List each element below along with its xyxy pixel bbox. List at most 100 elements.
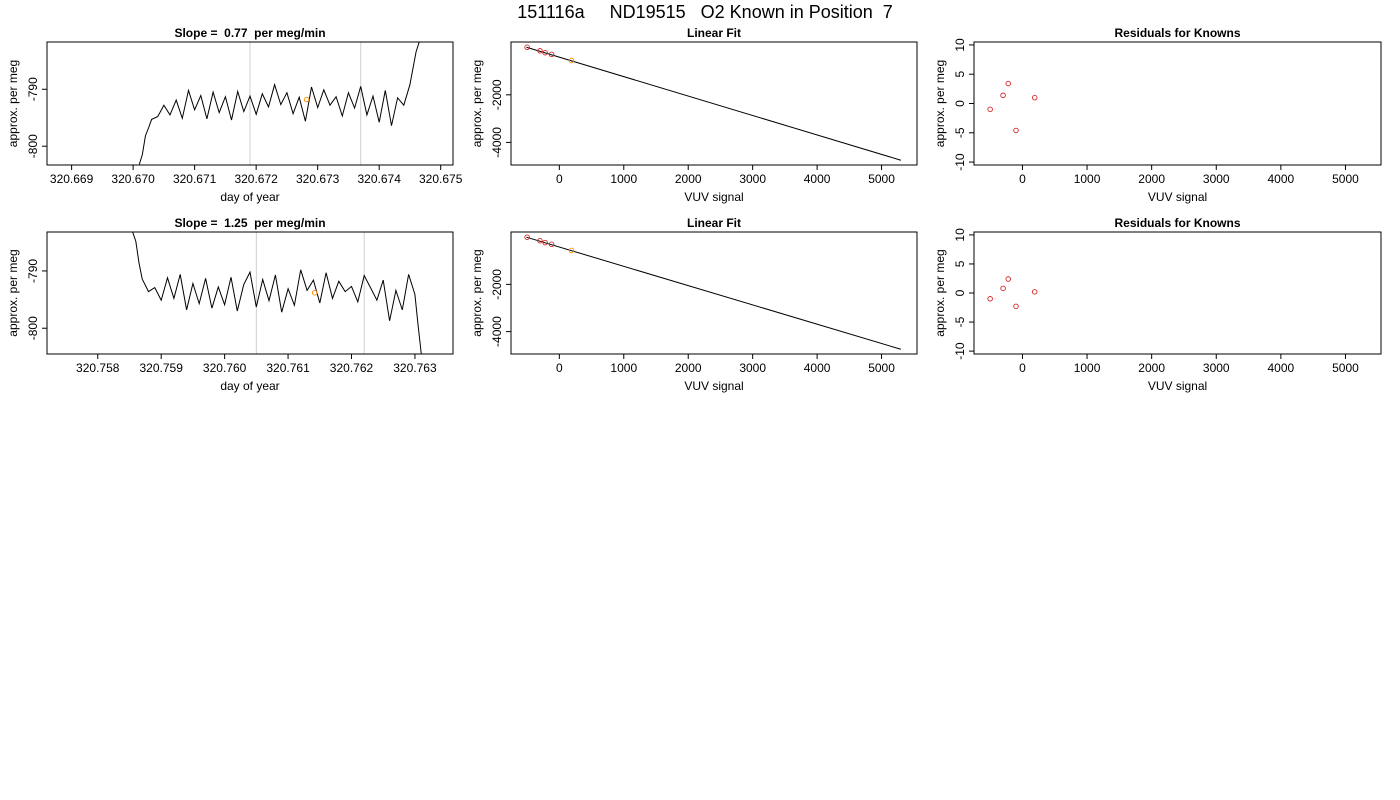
fit-line [526, 46, 902, 161]
x-tick-label: 5000 [868, 172, 895, 186]
x-tick-label: 320.762 [330, 361, 374, 375]
current-point [568, 247, 575, 254]
y-tick-label: 0 [953, 100, 967, 107]
x-tick-label: 1000 [610, 172, 637, 186]
known-point [548, 51, 555, 58]
y-tick-label: 0 [953, 289, 967, 296]
x-tick-label: 0 [556, 172, 563, 186]
x-tick-label: 3000 [739, 361, 766, 375]
y-tick-label: 5 [953, 71, 967, 78]
plot-area [138, 42, 420, 165]
x-tick-label: 320.671 [173, 172, 217, 186]
plot-area [987, 276, 1038, 310]
plot-area [524, 44, 902, 161]
x-axis-label: VUV signal [1148, 379, 1207, 393]
current-point [303, 96, 310, 103]
x-tick-label: 5000 [868, 361, 895, 375]
panel-title: Residuals for Knowns [1114, 216, 1240, 230]
known-point [524, 44, 530, 51]
x-tick-label: 320.672 [234, 172, 278, 186]
chart-panel-1: Slope = 0.77 per meg/min 320.669 320.670 32… [6, 26, 463, 204]
y-tick-label: -800 [26, 134, 40, 158]
y-tick-label: -800 [26, 316, 40, 340]
x-tick-label: 1000 [1074, 361, 1101, 375]
y-tick-label: -5 [953, 316, 967, 327]
x-tick-label: 320.674 [357, 172, 401, 186]
x-tick-label: 5000 [1332, 361, 1359, 375]
x-tick-label: 3000 [739, 172, 766, 186]
figure-title: 151116a ND19515 O2 Known in Position 7 [517, 2, 893, 22]
x-tick-label: 320.758 [76, 361, 120, 375]
panels: Slope = 0.77 per meg/min 320.669 320.670 32… [6, 26, 1382, 393]
x-tick-label: 4000 [804, 172, 831, 186]
x-tick-label: 0 [556, 361, 563, 375]
x-tick-label: 2000 [1138, 172, 1165, 186]
known-point [537, 237, 543, 244]
chart-panel-2: Linear Fit 0 1000 2000 3000 4000 5000 -4000 -200… [470, 26, 918, 204]
known-point [542, 239, 548, 246]
panel-title: Residuals for Knowns [1114, 26, 1240, 40]
panel-title: Linear Fit [687, 216, 741, 230]
x-tick-label: 4000 [1268, 361, 1295, 375]
y-tick-label: 5 [953, 260, 967, 267]
y-axis-label: approx. per meg [470, 60, 484, 147]
x-tick-label: 3000 [1203, 361, 1230, 375]
y-axis-label: approx. per meg [6, 249, 20, 336]
x-axis-label: VUV signal [684, 190, 743, 204]
panel-title: Slope = 1.25 per meg/min [174, 216, 325, 230]
x-tick-label: 320.760 [203, 361, 247, 375]
y-axis-label: approx. per meg [6, 60, 20, 147]
known-point [1000, 285, 1006, 292]
y-tick-label: -2000 [490, 269, 504, 300]
y-tick-label: 10 [953, 38, 967, 52]
x-tick-label: 2000 [675, 361, 702, 375]
known-point [542, 49, 548, 56]
x-tick-label: 4000 [1268, 172, 1295, 186]
y-axis-label: approx. per meg [933, 249, 947, 336]
known-point [1005, 276, 1011, 282]
y-tick-label: -790 [26, 77, 40, 101]
current-point [311, 289, 318, 296]
known-point [1005, 80, 1011, 87]
known-point [1031, 94, 1038, 101]
known-point [548, 241, 555, 248]
plot-frame [510, 231, 918, 355]
y-tick-label: -2000 [490, 79, 504, 110]
y-tick-label: -4000 [490, 127, 504, 158]
x-axis-label: VUV signal [684, 379, 743, 393]
current-point [568, 57, 575, 64]
panel-title: Slope = 0.77 per meg/min [174, 26, 325, 40]
x-tick-label: 2000 [1138, 361, 1165, 375]
chart-panel-5: Linear Fit 0 1000 2000 3000 4000 5000 -4000 -200… [470, 216, 918, 393]
x-axis-label: day of year [220, 379, 279, 393]
x-tick-label: 320.759 [139, 361, 183, 375]
fit-line [526, 236, 902, 350]
known-point [987, 106, 993, 113]
chart-panel-3: Residuals for Knowns 0 1000 2000 3000 4000 500… [933, 26, 1382, 204]
y-tick-label: -790 [26, 259, 40, 283]
known-point [1000, 92, 1006, 99]
chart-panel-6: Residuals for Knowns 0 1000 2000 3000 4000 500… [933, 216, 1382, 393]
x-tick-label: 320.669 [50, 172, 94, 186]
y-axis-label: approx. per meg [933, 60, 947, 147]
x-tick-label: 320.763 [393, 361, 437, 375]
x-tick-label: 1000 [610, 361, 637, 375]
plot-area [987, 80, 1038, 134]
known-point [1013, 127, 1019, 134]
plot-area [524, 234, 902, 350]
chart-panel-4: Slope = 1.25 per meg/min 320.758 320.759 32… [6, 216, 454, 393]
y-tick-label: -10 [953, 342, 967, 360]
y-tick-label: -5 [953, 127, 967, 138]
plot-frame [46, 231, 454, 355]
known-point [524, 234, 530, 240]
x-axis-label: VUV signal [1148, 190, 1207, 204]
plot-frame [46, 41, 454, 166]
x-tick-label: 320.761 [266, 361, 310, 375]
y-tick-label: -4000 [490, 316, 504, 347]
series-line [138, 42, 420, 165]
x-tick-label: 5000 [1332, 172, 1359, 186]
x-tick-label: 2000 [675, 172, 702, 186]
y-tick-label: -10 [953, 153, 967, 171]
x-tick-label: 1000 [1074, 172, 1101, 186]
